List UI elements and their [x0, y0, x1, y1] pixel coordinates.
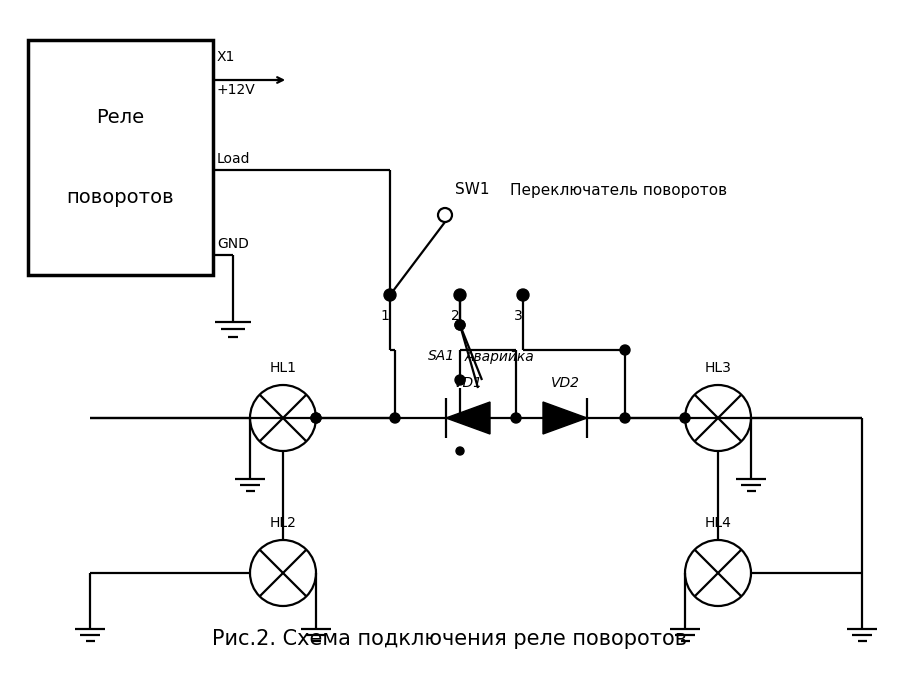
Circle shape [455, 320, 465, 330]
Text: HL4: HL4 [705, 516, 732, 530]
Text: Load: Load [217, 152, 251, 166]
Text: HL1: HL1 [269, 361, 296, 375]
Circle shape [517, 289, 529, 301]
Polygon shape [446, 402, 490, 434]
Text: Реле: Реле [96, 108, 145, 127]
Text: VD2: VD2 [550, 376, 579, 390]
Circle shape [620, 413, 630, 423]
Text: SA1: SA1 [427, 350, 455, 363]
Circle shape [438, 208, 452, 222]
Polygon shape [543, 402, 587, 434]
Text: X1: X1 [217, 50, 235, 64]
Circle shape [454, 289, 466, 301]
Text: поворотов: поворотов [66, 188, 174, 207]
Text: SW1: SW1 [455, 183, 489, 197]
Text: HL3: HL3 [705, 361, 732, 375]
Text: 1: 1 [381, 309, 390, 323]
Text: VD1: VD1 [453, 376, 482, 390]
Text: +12V: +12V [217, 83, 256, 97]
Circle shape [455, 375, 465, 385]
Circle shape [456, 447, 464, 455]
Circle shape [620, 345, 630, 355]
Text: Аварийка: Аварийка [465, 350, 534, 363]
Circle shape [511, 413, 521, 423]
Circle shape [311, 413, 321, 423]
Circle shape [384, 289, 396, 301]
Circle shape [390, 413, 400, 423]
Text: GND: GND [217, 237, 249, 251]
Text: Рис.2. Схема подключения реле поворотов: Рис.2. Схема подключения реле поворотов [212, 629, 686, 649]
Bar [28, 40, 213, 275]
Text: 2: 2 [451, 309, 460, 323]
Circle shape [311, 413, 321, 423]
Text: 3: 3 [514, 309, 523, 323]
Circle shape [455, 320, 465, 330]
Circle shape [680, 413, 690, 423]
Text: Переключатель поворотов: Переключатель поворотов [510, 183, 727, 197]
Text: HL2: HL2 [269, 516, 296, 530]
